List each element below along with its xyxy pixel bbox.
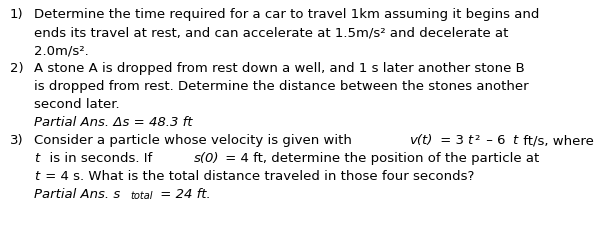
Text: t: t xyxy=(34,169,40,182)
Text: Partial Ans. Δs = 48.3 ft: Partial Ans. Δs = 48.3 ft xyxy=(34,116,192,128)
Text: ²: ² xyxy=(474,133,479,146)
Text: t: t xyxy=(34,151,40,164)
Text: – 6: – 6 xyxy=(482,133,505,146)
Text: 2.0m/s².: 2.0m/s². xyxy=(34,44,89,57)
Text: = 3: = 3 xyxy=(437,133,464,146)
Text: Partial Ans. s: Partial Ans. s xyxy=(34,187,120,200)
Text: ft/s, where: ft/s, where xyxy=(519,133,594,146)
Text: is dropped from rest. Determine the distance between the stones another: is dropped from rest. Determine the dist… xyxy=(34,80,529,93)
Text: is in seconds. If: is in seconds. If xyxy=(41,151,156,164)
Text: 3): 3) xyxy=(10,133,23,146)
Text: v(t): v(t) xyxy=(409,133,432,146)
Text: = 24 ft.: = 24 ft. xyxy=(156,187,210,200)
Text: = 4 s. What is the total distance traveled in those four seconds?: = 4 s. What is the total distance travel… xyxy=(41,169,474,182)
Text: Consider a particle whose velocity is given with: Consider a particle whose velocity is gi… xyxy=(34,133,356,146)
Text: Determine the time required for a car to travel 1km assuming it begins and: Determine the time required for a car to… xyxy=(34,8,539,21)
Text: second later.: second later. xyxy=(34,98,120,111)
Text: ends its travel at rest, and can accelerate at 1.5m/s² and decelerate at: ends its travel at rest, and can acceler… xyxy=(34,26,509,39)
Text: 2): 2) xyxy=(10,62,23,75)
Text: 1): 1) xyxy=(10,8,23,21)
Text: s(0): s(0) xyxy=(194,151,219,164)
Text: A stone A is dropped from rest down a well, and 1 s later another stone B: A stone A is dropped from rest down a we… xyxy=(34,62,525,75)
Text: t: t xyxy=(467,133,472,146)
Text: = 4 ft, determine the position of the particle at: = 4 ft, determine the position of the pa… xyxy=(222,151,540,164)
Text: t: t xyxy=(512,133,518,146)
Text: total: total xyxy=(130,190,153,200)
